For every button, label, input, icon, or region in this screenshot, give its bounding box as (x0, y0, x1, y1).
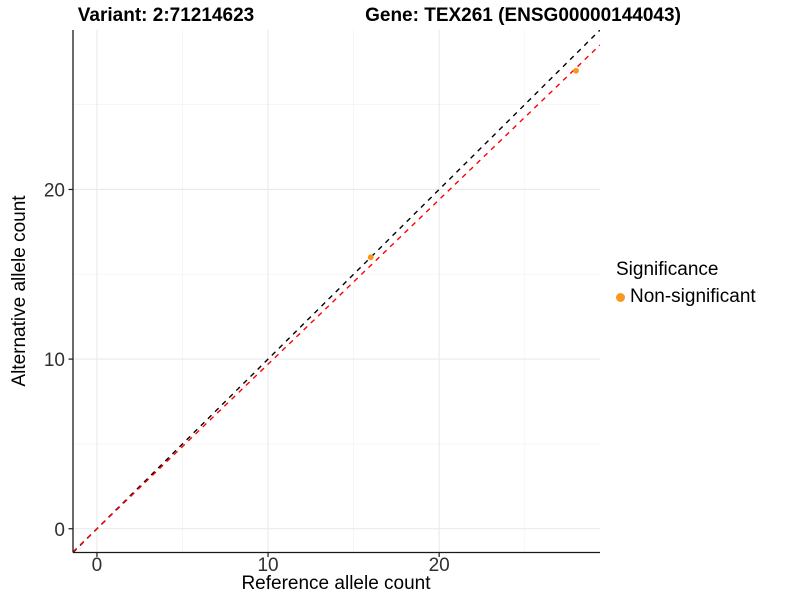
gene-title: Gene: TEX261 (ENSG00000144043) (365, 5, 681, 26)
y-axis-title: Alternative allele count (9, 195, 30, 387)
legend: Significance Non-significant (616, 259, 756, 308)
x-tick-label: 20 (429, 555, 450, 576)
legend-point-icon (616, 292, 625, 302)
legend-item: Non-significant (616, 286, 756, 308)
x-tick-label: 0 (92, 555, 103, 576)
data-point (573, 67, 579, 74)
fit-line (73, 44, 600, 553)
x-tick-label: 10 (257, 555, 278, 576)
y-tick-label: 0 (54, 520, 65, 541)
legend-title: Significance (616, 259, 719, 280)
y-tick-label: 10 (44, 350, 65, 371)
variant-title: Variant: 2:71214623 (77, 5, 255, 26)
data-point (367, 254, 374, 261)
x-axis-title: Reference allele count (241, 573, 431, 594)
y-tick-label: 20 (44, 180, 65, 201)
legend-item-label: Non-significant (630, 286, 756, 307)
identity-line (73, 30, 600, 553)
